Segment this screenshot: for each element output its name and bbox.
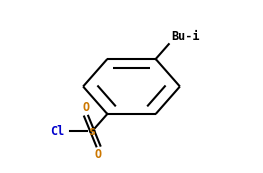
Text: O: O [95, 148, 102, 161]
Text: O: O [83, 101, 90, 114]
Text: s: s [89, 125, 96, 138]
Text: Bu-i: Bu-i [171, 30, 199, 43]
Text: Cl: Cl [50, 125, 65, 138]
